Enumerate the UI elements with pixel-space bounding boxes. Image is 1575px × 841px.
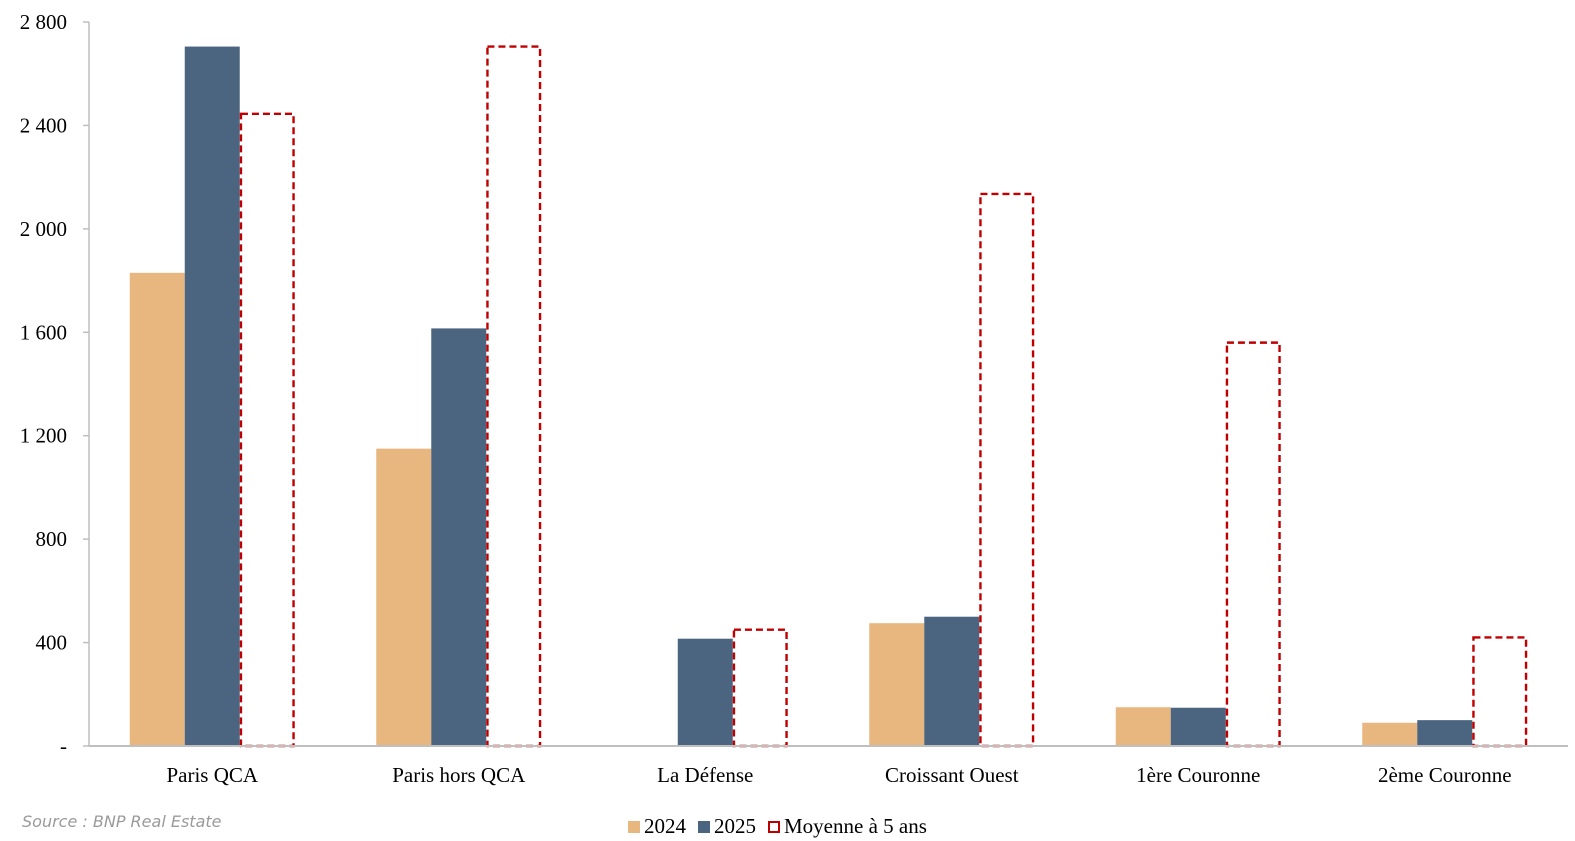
legend-swatch-2025 [698,820,710,833]
bar-moyenne [732,628,788,748]
legend-item-moyenne: Moyenne à 5 ans [768,814,927,839]
bar-2024 [376,448,432,746]
y-tick-label: 2 800 [20,10,67,34]
source-note: Source : BNP Real Estate [22,812,222,831]
x-category-label: 1ère Couronne [1136,763,1260,787]
bar-moyenne [239,112,295,748]
y-tick-label: 1 200 [20,424,67,448]
y-tick-label: - [60,734,67,758]
bar-2025 [1417,720,1473,746]
legend-label-moyenne: Moyenne à 5 ans [784,814,927,838]
x-category-label: Paris hors QCA [392,763,526,787]
bar-2024 [1115,707,1171,746]
bar-moyenne [1225,341,1281,748]
y-tick-label: 800 [36,527,68,551]
legend-item-2025: 2025 [698,814,756,839]
y-tick-label: 2 000 [20,217,67,241]
bar-2025 [677,638,733,746]
bar-2024 [129,272,185,746]
bar-2025 [924,616,980,746]
x-category-label: La Défense [657,763,753,787]
bar-2025 [431,328,487,746]
legend-swatch-2024 [628,820,640,833]
bar-moyenne [1472,636,1528,748]
y-tick-label: 400 [36,631,68,655]
x-category-label: Croissant Ouest [885,763,1019,787]
legend: 2024 2025 Moyenne à 5 ans [628,814,939,839]
x-category-label: Paris QCA [166,763,258,787]
bar-2024 [869,623,925,746]
x-category-label: 2ème Couronne [1378,763,1512,787]
y-tick-label: 2 400 [20,113,67,137]
bar-moyenne [486,45,542,748]
bar-2024 [1362,722,1418,746]
bar-2025 [1170,707,1226,746]
legend-label-2024: 2024 [644,814,686,838]
legend-item-2024: 2024 [628,814,686,839]
bar-2025 [184,46,240,747]
bar-moyenne [979,192,1035,748]
legend-swatch-moyenne [768,820,780,833]
legend-label-2025: 2025 [714,814,756,838]
y-tick-label: 1 600 [20,320,67,344]
